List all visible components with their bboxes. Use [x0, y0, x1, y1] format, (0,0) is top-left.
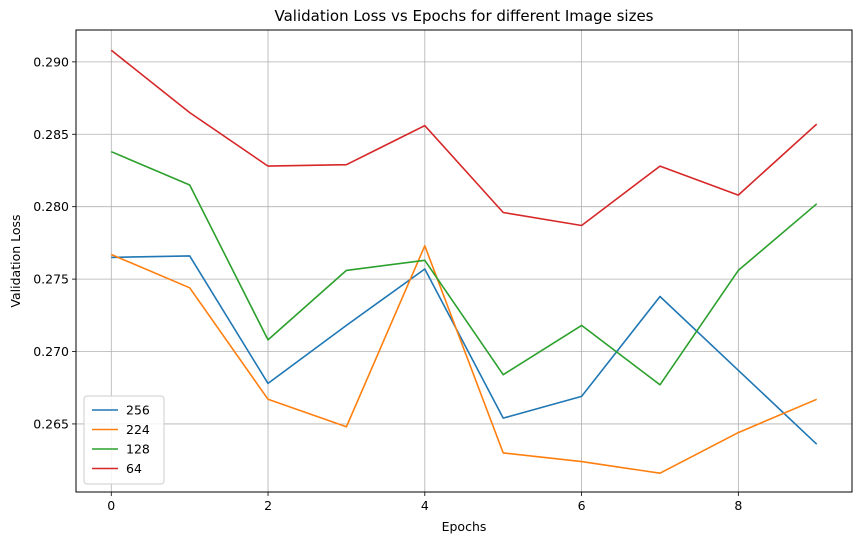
x-axis-label: Epochs	[442, 519, 487, 534]
y-tick-label: 0.265	[33, 416, 69, 431]
legend-label: 256	[126, 403, 150, 418]
series-line-128	[110, 150, 818, 386]
chart-title: Validation Loss vs Epochs for different …	[275, 7, 654, 25]
y-tick-label: 0.290	[33, 54, 69, 69]
y-axis-ticks: 0.265 0.270 0.275 0.280 0.285 0.290	[33, 54, 76, 431]
legend-label: 224	[126, 422, 150, 437]
y-tick-label: 0.275	[33, 272, 69, 287]
x-tick-label: 8	[734, 498, 742, 513]
legend-box	[83, 395, 165, 485]
legend-label: 64	[126, 461, 142, 476]
y-tick-label: 0.280	[33, 199, 69, 214]
series-line-64	[110, 49, 818, 227]
y-tick-label: 0.285	[33, 127, 69, 142]
series-lines	[110, 49, 818, 475]
plot-frame	[75, 29, 853, 493]
legend-label: 128	[126, 442, 150, 457]
x-tick-label: 4	[421, 498, 429, 513]
x-tick-label: 6	[578, 498, 586, 513]
y-tick-label: 0.270	[33, 344, 69, 359]
y-axis-label: Validation Loss	[8, 214, 23, 307]
series-line-224	[110, 245, 818, 475]
grid	[76, 30, 852, 492]
series-line-256	[111, 255, 818, 445]
x-tick-label: 2	[264, 498, 272, 513]
x-axis-ticks: 0 2 4 6 8	[107, 492, 742, 513]
x-tick-label: 0	[107, 498, 115, 513]
legend: 256 224 128 64	[83, 395, 165, 485]
